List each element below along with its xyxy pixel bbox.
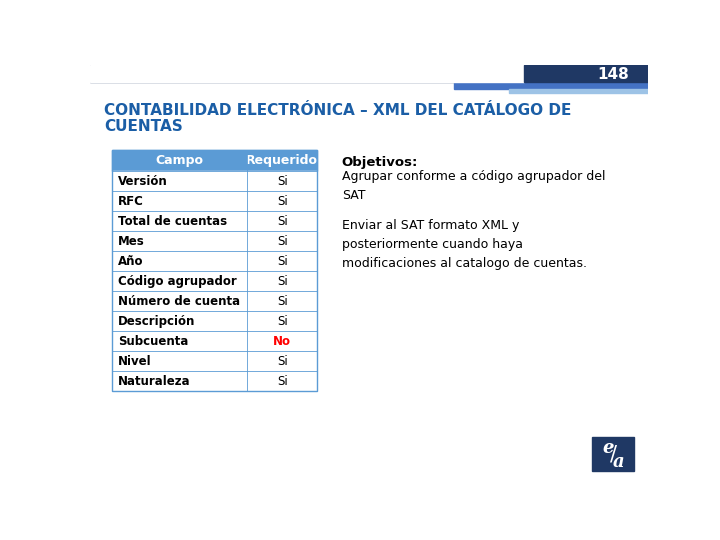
Text: Descripción: Descripción <box>118 315 195 328</box>
Text: Subcuenta: Subcuenta <box>118 335 188 348</box>
Bar <box>112 251 317 271</box>
Text: Agrupar conforme a código agrupador del
SAT: Agrupar conforme a código agrupador del … <box>342 170 606 202</box>
Text: Si: Si <box>276 375 287 388</box>
Bar <box>112 271 317 291</box>
Text: Año: Año <box>118 255 143 268</box>
Text: a: a <box>612 453 624 471</box>
Text: 148: 148 <box>597 68 629 82</box>
Text: Si: Si <box>276 295 287 308</box>
Text: Mes: Mes <box>118 234 145 248</box>
Text: Naturaleza: Naturaleza <box>118 375 191 388</box>
Text: Si: Si <box>276 255 287 268</box>
Bar <box>112 171 317 191</box>
Text: e: e <box>603 438 614 457</box>
Text: No: No <box>273 335 291 348</box>
Bar <box>112 331 317 351</box>
Text: Si: Si <box>276 234 287 248</box>
Text: CONTABILIDAD ELECTRÓNICA – XML DEL CATÁLOGO DE: CONTABILIDAD ELECTRÓNICA – XML DEL CATÁL… <box>104 103 572 118</box>
Bar <box>112 150 317 392</box>
Text: Total de cuentas: Total de cuentas <box>118 214 227 228</box>
Text: Si: Si <box>276 315 287 328</box>
Bar <box>593 437 634 471</box>
Text: Versión: Versión <box>118 174 168 187</box>
Text: Si: Si <box>276 194 287 207</box>
Bar <box>112 211 317 231</box>
Bar <box>112 291 317 311</box>
Bar <box>112 351 317 372</box>
Text: RFC: RFC <box>118 194 144 207</box>
Bar <box>112 191 317 211</box>
Bar <box>454 82 648 89</box>
Bar <box>112 311 317 331</box>
Text: Nivel: Nivel <box>118 355 151 368</box>
Text: Código agrupador: Código agrupador <box>118 275 237 288</box>
Text: Si: Si <box>276 214 287 228</box>
Text: Número de cuenta: Número de cuenta <box>118 295 240 308</box>
Text: CUENTAS: CUENTAS <box>104 119 183 134</box>
Text: Requerido: Requerido <box>246 154 318 167</box>
Text: /: / <box>610 444 616 464</box>
Text: Enviar al SAT formato XML y
posteriormente cuando haya
modificaciones al catalog: Enviar al SAT formato XML y posteriormen… <box>342 219 587 270</box>
Text: Si: Si <box>276 355 287 368</box>
Text: Si: Si <box>276 275 287 288</box>
Text: Campo: Campo <box>156 154 204 167</box>
Bar <box>112 150 317 392</box>
Text: Si: Si <box>276 174 287 187</box>
Bar <box>524 65 648 82</box>
Bar <box>112 150 317 171</box>
Bar <box>90 65 524 82</box>
Bar <box>90 65 648 82</box>
Bar <box>508 89 648 93</box>
Bar <box>112 372 317 392</box>
Text: Objetivos:: Objetivos: <box>342 156 418 168</box>
Bar <box>112 231 317 251</box>
